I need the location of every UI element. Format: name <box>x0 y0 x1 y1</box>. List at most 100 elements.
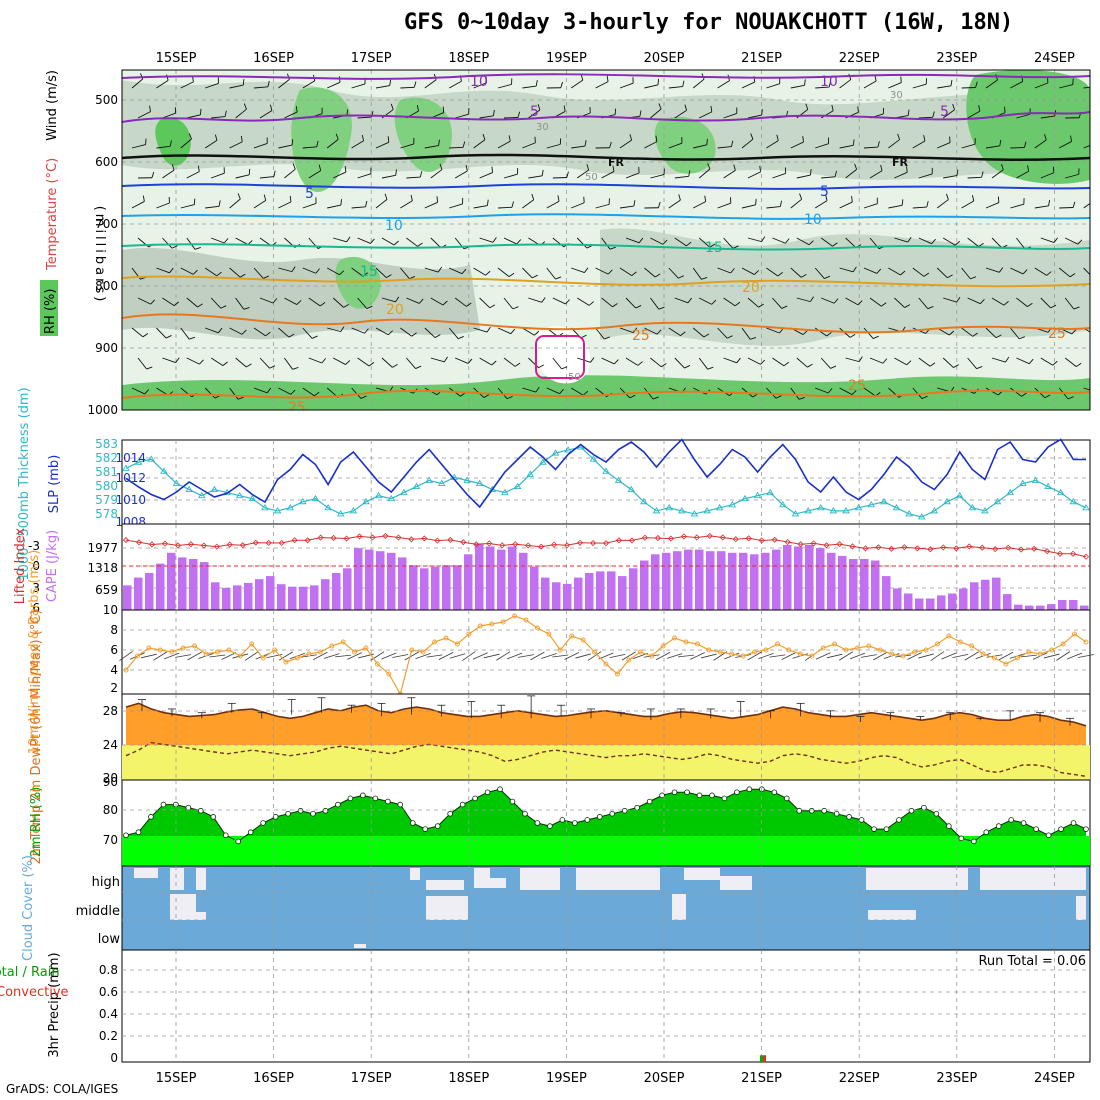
barb-8-0 <box>327 81 341 89</box>
barb-28-5 <box>820 237 833 247</box>
dewpoint-band <box>122 745 1090 780</box>
barb-21-8 <box>644 327 658 335</box>
rh-ylabel: 2m RH (%) <box>29 787 44 858</box>
barb-flag-10-5 <box>393 240 399 246</box>
cloud-gap-5 <box>354 944 366 948</box>
barb-flag-0-7 <box>150 299 156 305</box>
rh2m-point-38 <box>596 814 603 820</box>
top-date-21sep: 21SEP <box>741 51 782 66</box>
barb-22-4 <box>668 199 681 209</box>
rh2m-point-74 <box>1045 832 1052 839</box>
barb-flag-8-7 <box>343 303 350 308</box>
rh2m-point-33 <box>534 820 541 826</box>
thickness-series-line <box>125 446 1087 518</box>
rh2m-point-54 <box>796 807 803 814</box>
barb-flag-33-4 <box>946 193 949 200</box>
cape-bar-79 <box>992 577 1001 610</box>
barb-flag-3-8 <box>218 327 223 334</box>
barb-11-6 <box>400 267 410 280</box>
barb-flag-37-4 <box>1048 199 1051 206</box>
lifted-point-54 <box>823 542 830 549</box>
barb-33-9 <box>942 357 954 368</box>
barb-36-4 <box>1010 203 1024 209</box>
cape-bar-47 <box>640 560 649 610</box>
wind10-point-45 <box>637 649 643 655</box>
barb-21-2 <box>644 141 658 149</box>
barb-flag-19-9 <box>613 359 619 365</box>
barb-28-7 <box>821 297 835 304</box>
lifted-point-74 <box>1082 553 1090 560</box>
thickness-point-34 <box>551 449 560 456</box>
barb-30-2 <box>863 146 878 149</box>
wind10-point-50 <box>694 641 700 647</box>
wind10-point-40 <box>580 637 586 643</box>
wind10-barb-11 <box>244 651 259 661</box>
barb-flag-11-8 <box>411 332 417 337</box>
rh2m-point-46 <box>696 792 703 799</box>
barb-flag-6-1 <box>295 106 298 113</box>
barb-25-9 <box>747 357 761 365</box>
cloud-gap-7 <box>426 880 464 890</box>
barb-flag-2-2 <box>188 133 192 140</box>
lifted-point-43 <box>680 533 687 540</box>
barb-flag-30-9 <box>882 358 888 364</box>
barb-flag-37-6 <box>1046 271 1052 276</box>
barb-flag-22-6 <box>678 275 684 279</box>
barb-flag-6-8 <box>288 333 295 338</box>
barb-flag-12-2 <box>438 139 440 146</box>
grads-credit: GrADS: COLA/IGES <box>6 1082 119 1096</box>
wind10-barb-39 <box>564 652 580 660</box>
wind10-barb-77 <box>998 651 1014 661</box>
barb-23-3 <box>698 168 711 179</box>
rh-shading <box>122 70 1090 410</box>
barb-22-5 <box>674 237 687 247</box>
barb-flag-29-10 <box>851 390 857 395</box>
barb-flag-35-9 <box>1005 356 1010 363</box>
barb-flag-21-4 <box>657 201 661 208</box>
wind10-point-35 <box>523 617 529 623</box>
cape-bars <box>123 543 1089 610</box>
wind10-point-25 <box>409 647 415 653</box>
barb-flag-5-1 <box>269 104 273 111</box>
barb-12-7 <box>430 297 444 306</box>
barb-flag-5-4 <box>263 194 267 201</box>
lifted-point-48 <box>745 535 752 542</box>
barb-flag-9-2 <box>361 134 365 141</box>
barb-flag-30-7 <box>881 302 887 307</box>
barb-flag-28-7 <box>833 298 839 304</box>
lifted-point-68 <box>1005 544 1012 551</box>
barb-flag-29-6 <box>852 266 857 273</box>
rh2m-point-26 <box>447 810 453 817</box>
cape-bar-3 <box>156 563 165 610</box>
cape-bar-10 <box>233 585 242 610</box>
wind10-point-78 <box>1014 655 1020 661</box>
lifted-point-67 <box>992 545 999 553</box>
barb-flag-17-9 <box>561 366 568 370</box>
barb-11-5 <box>406 237 418 247</box>
barb-flag-28-10 <box>827 388 833 394</box>
wind10-barb-22 <box>370 651 385 661</box>
barb-flag-6-4 <box>289 195 292 202</box>
barb-flag-6-3 <box>292 163 296 170</box>
barb-30-7 <box>869 297 882 307</box>
barb-0-7 <box>137 297 151 305</box>
contour-minus10-cyan <box>122 213 1090 220</box>
wind10-point-74 <box>969 643 975 649</box>
barb-flag-16-1 <box>537 104 541 111</box>
contour-25-low <box>122 389 1090 399</box>
barb-flag-35-8 <box>995 334 1002 339</box>
barb-9-0 <box>351 83 366 89</box>
barb-flag-10-1 <box>390 103 394 110</box>
barb-37-7 <box>1040 297 1052 309</box>
cape-bar-74 <box>937 595 946 610</box>
barb-31-7 <box>894 297 905 308</box>
cape-bar-20 <box>343 568 352 610</box>
wind10-barb-17 <box>313 651 328 661</box>
cape-bar-69 <box>882 576 891 610</box>
thickness-point-64 <box>930 507 939 514</box>
barb-9-10 <box>351 387 362 399</box>
barb-39-1 <box>1089 117 1090 119</box>
barb-26-6 <box>766 267 779 277</box>
lifted-point-3 <box>161 540 168 547</box>
label-50-a: 50 <box>585 172 598 183</box>
